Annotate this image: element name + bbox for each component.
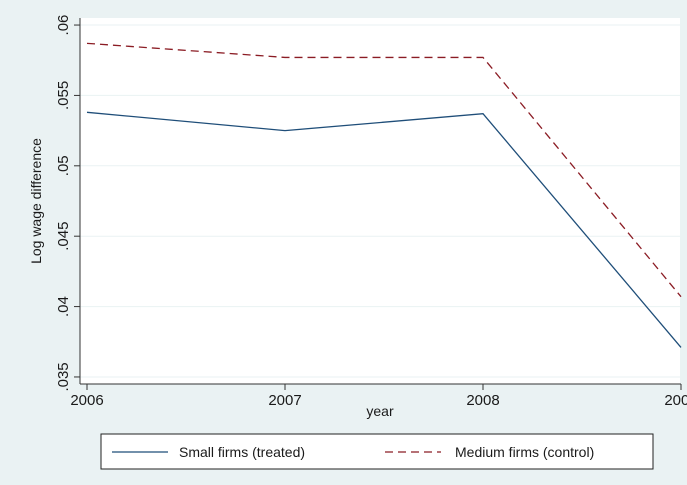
- y-axis-ticks: .035 .04 .045 .05 .055 .06: [55, 15, 80, 392]
- x-axis-title: year: [366, 403, 394, 419]
- y-tick-label: .05: [55, 155, 72, 176]
- legend-label-small-firms: Small firms (treated): [179, 444, 305, 460]
- legend: Small firms (treated) Medium firms (cont…: [100, 433, 654, 470]
- x-tick-label: 2009: [664, 392, 687, 409]
- series-line-small-firms: [86, 111, 682, 348]
- legend-box: [100, 433, 654, 470]
- axes: [79, 18, 681, 385]
- x-tick-label: 2006: [70, 392, 103, 409]
- x-tick-label: 2007: [268, 392, 301, 409]
- series-lines: [86, 42, 682, 348]
- x-tick-label: 2008: [466, 392, 499, 409]
- y-tick-label: .06: [55, 15, 72, 36]
- y-axis-title: Log wage difference: [28, 138, 44, 264]
- legend-label-medium-firms: Medium firms (control): [455, 444, 594, 460]
- x-axis-ticks: 2006 2007 2008 2009: [70, 384, 687, 409]
- y-tick-label: .04: [55, 296, 72, 317]
- y-tick-label: .035: [55, 362, 72, 391]
- y-tick-label: .055: [55, 81, 72, 110]
- plot-area: [80, 18, 680, 384]
- grid-lines: [80, 24, 680, 378]
- series-line-medium-firms: [86, 42, 682, 298]
- y-tick-label: .045: [55, 222, 72, 251]
